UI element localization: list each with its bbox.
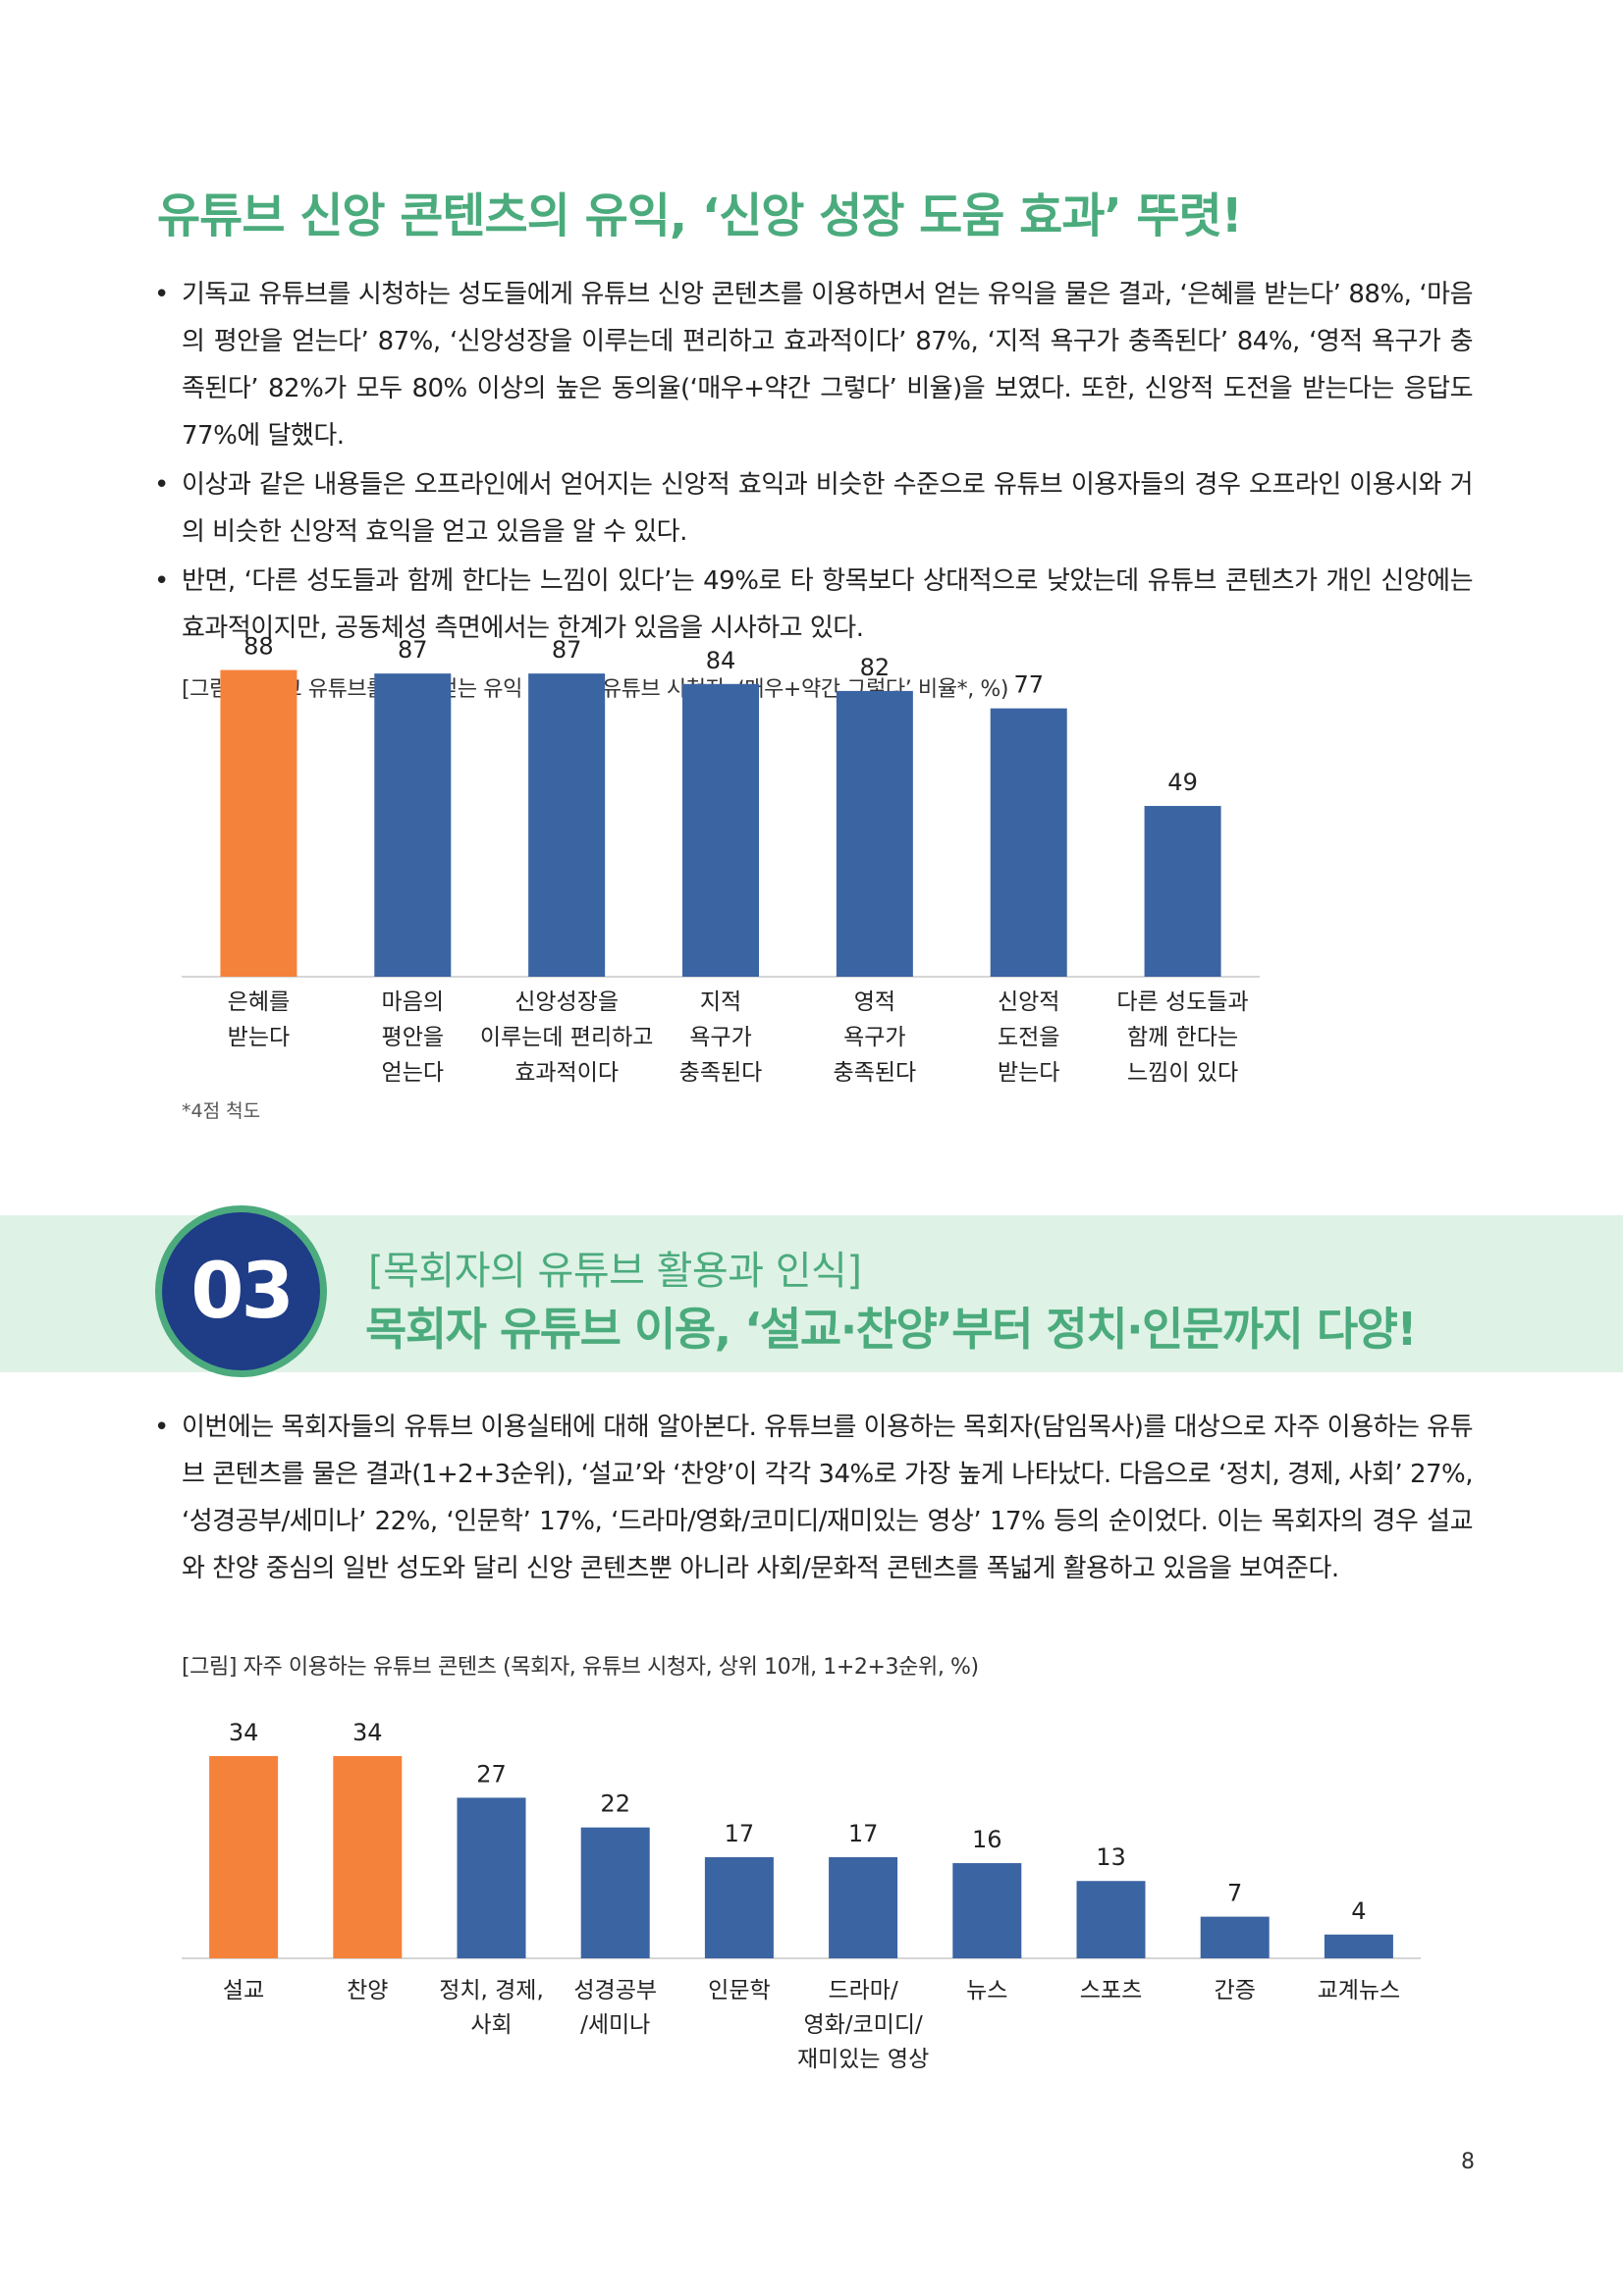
- data-label: 34: [229, 1719, 259, 1746]
- data-label: 17: [848, 1820, 879, 1847]
- bar: [682, 683, 759, 977]
- section-number: 03: [162, 1212, 320, 1370]
- bar: [333, 1755, 403, 1958]
- category-label: 교계뉴스: [1318, 1978, 1401, 2003]
- data-label: 87: [398, 636, 428, 664]
- category-label: 인문학: [708, 1978, 770, 2003]
- bar: [1076, 1881, 1146, 1958]
- bar: [990, 708, 1067, 977]
- category-label: 신앙성장을 이루는데 편리하고 효과적이다: [480, 989, 654, 1086]
- bullet-item: 이번에는 목회자들의 유튜브 이용실태에 대해 알아본다. 유튜브를 이용하는 …: [152, 1404, 1474, 1592]
- bullet-item: 반면, ‘다른 성도들과 함께 한다는 느낌이 있다’는 49%로 타 항목보다…: [152, 558, 1474, 652]
- category-label: 간증: [1215, 1978, 1256, 2003]
- bar: [704, 1856, 774, 1958]
- benefits-bar-chart: 88 은혜를 받는다 87 마음의 평안을 얻는다 87 신앙성장을 이루는데 편리하고 효과적이다…: [182, 633, 1260, 1086]
- category-label: 성경공부/세미나: [573, 1978, 657, 2038]
- bar: [457, 1797, 526, 1958]
- data-label: 17: [725, 1820, 755, 1847]
- data-label: 77: [1013, 671, 1044, 699]
- bar: [580, 1827, 650, 1958]
- data-label: 49: [1167, 769, 1198, 796]
- data-label: 22: [600, 1790, 630, 1818]
- category-label: 영적 욕구가 충족된다: [834, 989, 917, 1086]
- bar: [829, 1856, 898, 1958]
- data-label: 7: [1227, 1880, 1242, 1907]
- bar: [374, 673, 452, 977]
- category-label: 뉴스: [966, 1978, 1007, 2003]
- category-label: 지적 욕구가 충족된다: [679, 989, 763, 1086]
- page-number: 8: [1461, 2150, 1475, 2174]
- category-label: 은혜를 받는다: [228, 989, 290, 1050]
- category-label: 마음의 평안을 얻는다: [382, 989, 444, 1086]
- bullet-item: 기독교 유튜브를 시청하는 성도들에게 유튜브 신앙 콘텐츠를 이용하면서 얻는…: [152, 271, 1474, 459]
- data-label: 88: [243, 633, 274, 661]
- data-label: 34: [352, 1719, 383, 1746]
- category-label: 드라마/영화/코미디/재미있는 영상: [797, 1978, 929, 2072]
- category-label: 신앙적 도전을 받는다: [998, 989, 1059, 1086]
- bar: [1200, 1916, 1270, 1958]
- figure-footnote: *4점 척도: [182, 1100, 261, 1122]
- section-heading: 유튜브 신앙 콘텐츠의 유익, ‘신앙 성장 도움 효과’ 뚜렷!: [157, 188, 1243, 243]
- bar: [209, 1755, 279, 1958]
- category-label: 설교: [223, 1978, 264, 2003]
- bar: [1144, 806, 1221, 977]
- data-label: 13: [1096, 1843, 1126, 1871]
- section-title: 목회자 유튜브 이용, ‘설교·찬양’부터 정치·인문까지 다양!: [365, 1303, 1417, 1356]
- category-label: 정치, 경제, 사회: [439, 1978, 544, 2038]
- category-label: 스포츠: [1080, 1978, 1142, 2003]
- data-label: 87: [552, 636, 582, 664]
- bar: [1324, 1934, 1393, 1958]
- data-label: 27: [476, 1760, 507, 1788]
- bar: [952, 1863, 1022, 1958]
- bar: [836, 690, 913, 977]
- bullet-item: 이상과 같은 내용들은 오프라인에서 얻어지는 신앙적 효익과 비슷한 수준으로…: [152, 461, 1474, 556]
- section-number-badge: 03: [155, 1205, 327, 1377]
- data-label: 16: [972, 1826, 1002, 1853]
- content-usage-bar-chart: 34 설교 34 찬양 27 정치, 경제, 사회 22 성경공부/세미나 17 인문학 17 드라마/…: [182, 1719, 1421, 2072]
- figure-caption-2: [그림] 자주 이용하는 유튜브 콘텐츠 (목회자, 유튜브 시청자, 상위 1…: [182, 1655, 979, 1680]
- category-label: 다른 성도들과 함께 한다는 느낌이 있다: [1116, 989, 1248, 1086]
- bullet-list-1: 기독교 유튜브를 시청하는 성도들에게 유튜브 신앙 콘텐츠를 이용하면서 얻는…: [152, 271, 1474, 654]
- data-label: 84: [706, 647, 736, 674]
- data-label: 82: [860, 654, 891, 681]
- bar: [220, 669, 298, 977]
- section-subtitle: [목회자의 유튜브 활용과 인식]: [368, 1249, 862, 1294]
- bar: [528, 673, 606, 977]
- data-label: 4: [1351, 1897, 1366, 1925]
- bullet-list-2: 이번에는 목회자들의 유튜브 이용실태에 대해 알아본다. 유튜브를 이용하는 …: [152, 1404, 1474, 1594]
- category-label: 찬양: [347, 1978, 388, 2003]
